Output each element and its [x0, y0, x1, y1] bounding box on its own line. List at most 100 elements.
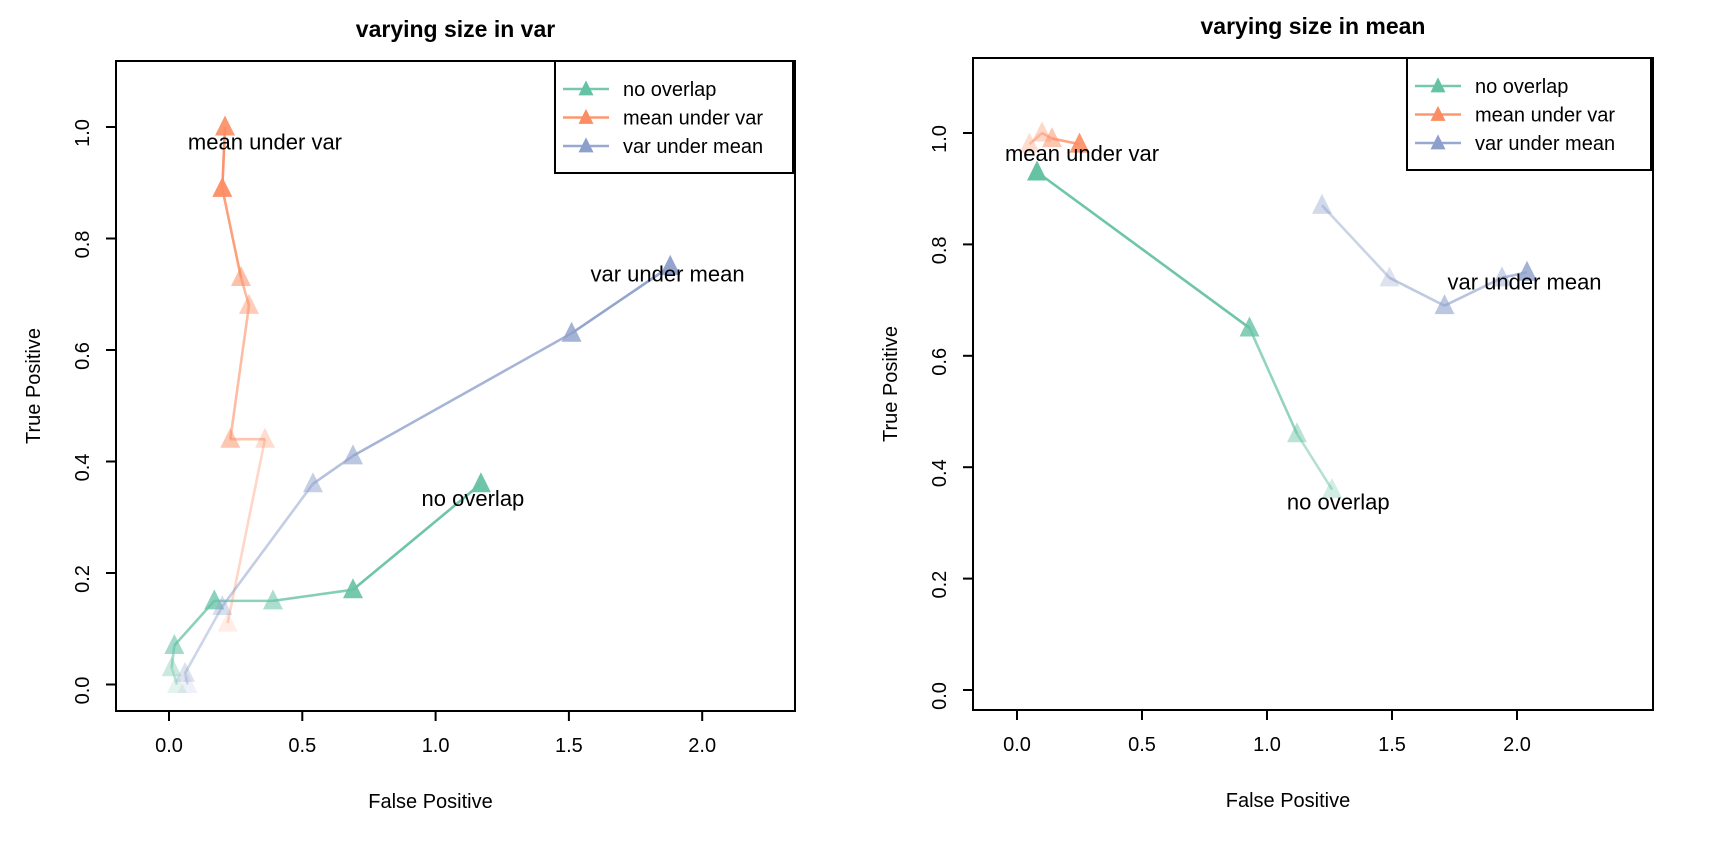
series-label: var under mean — [590, 262, 744, 287]
y-tick-label: 0.4 — [929, 459, 951, 487]
triangle-icon — [1430, 134, 1446, 150]
plot-box — [115, 60, 796, 712]
triangle-marker — [1322, 477, 1342, 498]
triangle-icon — [578, 108, 594, 124]
triangle-marker — [561, 321, 582, 342]
legend-item-label: var under mean — [623, 136, 763, 158]
triangle-marker — [204, 589, 225, 610]
triangle-icon — [1430, 105, 1446, 121]
series-label: mean under var — [1005, 141, 1159, 166]
y-tick-label: 0.6 — [72, 342, 94, 370]
y-tick-label: 1.0 — [929, 125, 951, 153]
triangle-marker — [1027, 160, 1047, 181]
series-line — [272, 588, 354, 603]
x-tick-label: 0.5 — [1128, 734, 1156, 756]
x-tick-label: 0.0 — [155, 735, 183, 757]
triangle-marker — [1434, 294, 1455, 315]
series-line — [570, 265, 671, 335]
series-line — [183, 605, 224, 674]
y-tick-label: 0.0 — [72, 677, 94, 705]
series-mean-under-var — [1019, 121, 1090, 153]
triangle-marker — [1032, 121, 1052, 142]
triangle-marker — [1287, 422, 1307, 443]
y-tick-label: 0.8 — [929, 236, 951, 264]
series-line — [183, 673, 189, 685]
y-tick-label: 0.6 — [929, 348, 951, 376]
legend-box — [1406, 57, 1652, 171]
legend-item-no-overlap: no overlap — [563, 79, 716, 101]
plot-box — [972, 57, 1654, 711]
legend: no overlap mean under var var under mean — [554, 60, 794, 174]
series-var-under-mean — [1312, 193, 1537, 315]
triangle-marker — [161, 656, 182, 677]
series-line — [1443, 276, 1503, 307]
triangle-marker — [1379, 266, 1400, 287]
y-tick-label: 0.2 — [929, 571, 951, 599]
series-line — [1036, 170, 1251, 329]
x-tick-label: 1.0 — [422, 735, 450, 757]
series-line — [170, 667, 179, 685]
series-label: no overlap — [1287, 489, 1390, 514]
series-label: no overlap — [422, 486, 525, 511]
triangle-marker — [214, 115, 235, 136]
triangle-marker — [230, 266, 251, 287]
triangle-marker — [177, 673, 198, 693]
series-mean-under-var — [212, 115, 275, 632]
panel-title: varying size in mean — [1201, 13, 1426, 39]
series-line — [1388, 276, 1446, 307]
triangle-marker — [212, 176, 233, 197]
y-axis-label: True Positive — [880, 326, 902, 442]
triangle-marker — [174, 661, 195, 682]
legend-item-no-overlap: no overlap — [1415, 76, 1568, 98]
panel-varying-size-in-var: varying size in var 0.0 0.5 1.0 1.5 2.0 0.0 0.2… — [23, 16, 796, 813]
triangle-marker — [1517, 260, 1537, 281]
triangle-marker — [660, 254, 681, 275]
legend: no overlap mean under var var under mean — [1406, 57, 1652, 171]
triangle-marker — [254, 427, 275, 448]
series-line — [352, 482, 482, 591]
legend-item-label: no overlap — [623, 79, 716, 101]
panel-title: varying size in var — [356, 16, 555, 42]
y-axis: 0.0 0.2 0.4 0.6 0.8 1.0 — [929, 125, 973, 710]
triangle-icon — [578, 137, 594, 153]
triangle-marker — [342, 578, 363, 599]
series-line — [229, 305, 251, 440]
legend-item-var-under-mean: var under mean — [1415, 133, 1615, 155]
series-line — [1028, 132, 1043, 146]
x-tick-label: 0.0 — [1003, 734, 1031, 756]
x-axis-label: False Positive — [1226, 790, 1351, 812]
y-tick-label: 0.2 — [72, 565, 94, 593]
triangle-marker — [262, 589, 283, 610]
series-line — [352, 332, 573, 458]
triangle-marker — [220, 427, 241, 448]
triangle-marker — [1019, 132, 1040, 153]
triangle-marker — [212, 594, 233, 615]
x-tick-label: 2.0 — [688, 735, 716, 757]
triangle-marker — [1069, 132, 1090, 153]
y-tick-label: 0.4 — [72, 454, 94, 482]
x-axis: 0.0 0.5 1.0 1.5 2.0 — [1003, 710, 1531, 756]
series-label: mean under var — [188, 130, 342, 155]
triangle-marker — [1492, 266, 1512, 287]
y-tick-label: 1.0 — [72, 119, 94, 147]
triangle-marker — [238, 293, 259, 314]
series-line — [1295, 433, 1334, 491]
x-tick-label: 1.5 — [555, 735, 583, 757]
triangle-marker — [1312, 193, 1332, 214]
legend-item-label: var under mean — [1475, 133, 1615, 155]
triangle-marker — [164, 633, 185, 654]
x-axis-label: False Positive — [368, 791, 493, 813]
triangle-icon — [1430, 77, 1446, 93]
series-label: var under mean — [1447, 269, 1601, 294]
legend-item-var-under-mean: var under mean — [563, 136, 763, 158]
triangle-marker — [1042, 127, 1062, 148]
series-line — [226, 438, 267, 624]
legend-item-label: no overlap — [1475, 76, 1568, 98]
triangle-marker — [470, 472, 491, 493]
y-tick-label: 0.0 — [929, 682, 951, 710]
y-axis: 0.0 0.2 0.4 0.6 0.8 1.0 — [72, 119, 116, 704]
series-line — [1248, 327, 1299, 435]
